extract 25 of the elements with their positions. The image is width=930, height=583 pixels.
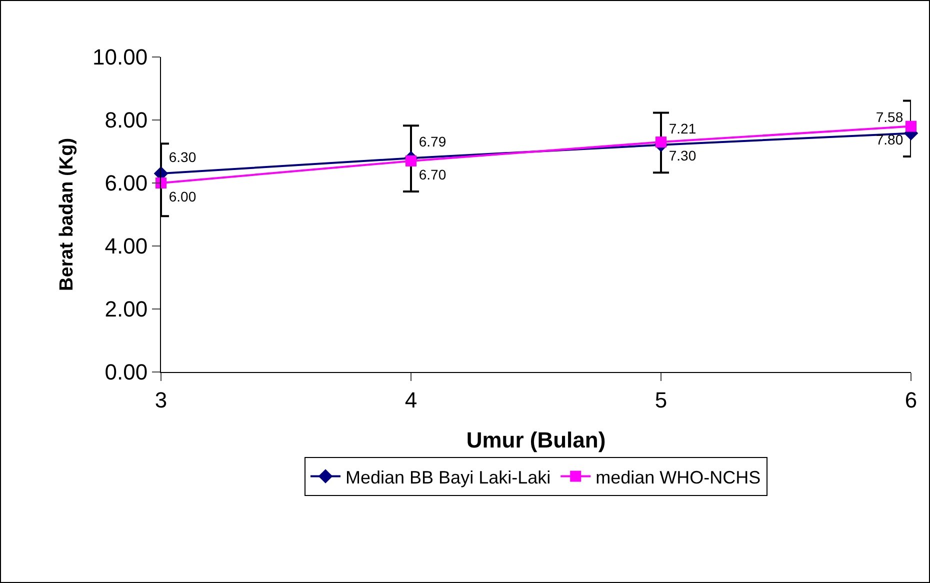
legend-label: median WHO-NCHS (596, 467, 761, 488)
data-label: 6.70 (418, 166, 446, 182)
x-tick-label: 4 (404, 387, 418, 412)
data-label: 7.21 (668, 120, 696, 137)
x-tick-label: 6 (904, 387, 918, 412)
data-label: 6.79 (418, 134, 446, 150)
y-tick-label: 2.00 (104, 296, 148, 322)
data-label: 7.58 (876, 108, 904, 125)
data-label: 7.80 (876, 132, 904, 148)
data-label: 7.30 (668, 147, 696, 164)
data-label: 6.00 (168, 188, 196, 204)
point (656, 136, 666, 148)
x-tick-label: 3 (154, 387, 168, 412)
y-tick-label: 4.00 (104, 234, 148, 259)
y-tick-label: 6.00 (104, 170, 148, 196)
x-axis-title: Umur (Bulan) (466, 427, 606, 452)
y-axis-title: Berat badan (Kg) (56, 138, 78, 292)
y-tick-label: 10.00 (92, 44, 148, 70)
point (906, 120, 916, 132)
y-tick-label: 0.00 (104, 360, 148, 385)
point (406, 155, 416, 166)
legend-label: Median BB Bayi Laki-Laki (346, 467, 551, 488)
y-tick-label: 8.00 (104, 108, 148, 133)
x-tick-label: 5 (654, 387, 668, 412)
data-label: 6.30 (168, 149, 196, 166)
